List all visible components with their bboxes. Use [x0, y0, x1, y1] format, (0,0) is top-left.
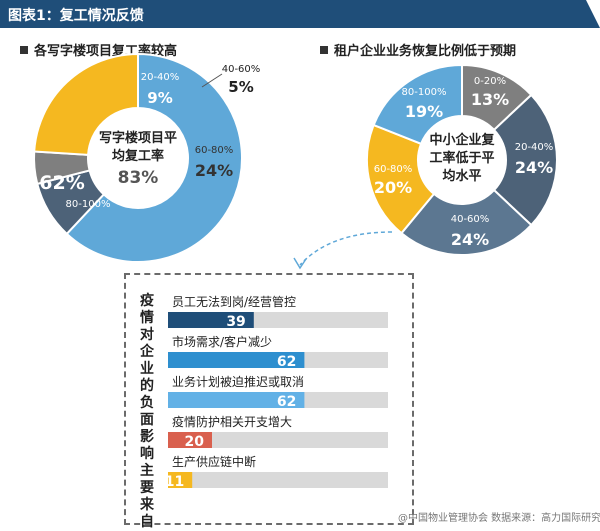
bar-category-label: 员工无法到岗/经营管控: [172, 294, 296, 309]
header-title: 图表1：复工情况反馈: [8, 8, 144, 24]
bar-category-label: 市场需求/客户减少: [172, 334, 272, 349]
left-pie-value-label: 5%: [228, 78, 253, 96]
leader-line: [201, 73, 223, 88]
bar-value-label: 39: [226, 314, 245, 330]
right-pie-value-label: 13%: [471, 90, 509, 109]
header-bar: 图表1：复工情况反馈: [0, 0, 600, 28]
header-corner: [586, 0, 600, 28]
bar-category-label: 生产供应链中断: [172, 454, 256, 469]
bar-value-label: 62: [277, 354, 296, 370]
bar: [168, 312, 254, 328]
right-pie-category-label: 0-20%: [474, 76, 506, 87]
left-pie-center: [89, 109, 187, 207]
right-pie-center-label: 均水平: [442, 168, 481, 184]
bar: [168, 352, 305, 368]
bar-category-label: 疫情防护相关开支增大: [172, 414, 292, 429]
connector-arrow: [299, 231, 393, 266]
bullet-square-icon: [20, 46, 28, 54]
left-pie-value-label: 62%: [39, 172, 84, 194]
left-pie-center-label: 均复工率: [112, 148, 164, 164]
right-pie-category-label: 60-80%: [374, 164, 413, 175]
right-pie-slice: [400, 188, 533, 256]
bar-category-label: 业务计划被迫推迟或取消: [172, 374, 304, 389]
bar-track: [168, 432, 388, 448]
right-pie-value-label: 24%: [451, 230, 489, 249]
right-pie-value-label: 20%: [374, 178, 412, 197]
bar-value-label: 62: [277, 394, 296, 410]
watermark: @中国物业管理协会 数据来源：高力国际研究部: [398, 513, 600, 524]
bar: [168, 432, 212, 448]
left-pie-center-label: 写字楼项目平: [99, 130, 177, 146]
left-pie-category-label: 20-40%: [141, 72, 180, 83]
left-pie-value-label: 24%: [195, 161, 233, 180]
left-pie-category-label: 60-80%: [195, 145, 234, 156]
bar-value-label: 20: [185, 434, 205, 450]
arrow-head-icon: [293, 257, 307, 270]
right-chart-title: 租户企业业务恢复比例低于预期: [320, 40, 516, 59]
bullet-square-icon: [320, 46, 328, 54]
right-pie-value-label: 24%: [515, 158, 553, 177]
right-pie-center-label: 中小企业复: [429, 132, 495, 148]
bar: [168, 392, 305, 408]
right-pie-category-label: 40-60%: [451, 214, 490, 225]
right-pie-slice: [492, 93, 558, 227]
impact-title: 疫情对企业的负面影响主要来自: [140, 293, 154, 530]
right-pie-center-label: 工率低于平: [429, 150, 494, 166]
bar-track: [168, 472, 388, 488]
right-pie-center: [419, 117, 505, 203]
left-pie-value-label: 9%: [147, 89, 172, 107]
left-pie-slice: [33, 52, 139, 156]
left-pie-category-label: 40-60%: [222, 64, 261, 75]
right-pie-category-label: 20-40%: [515, 142, 554, 153]
right-pie-slice: [372, 63, 463, 146]
right-pie-category-label: 80-100%: [402, 87, 447, 98]
impact-box: [124, 273, 414, 525]
right-pie-value-label: 19%: [405, 102, 443, 121]
bar: [168, 472, 193, 488]
left-pie-category-label: 80-100%: [66, 199, 111, 210]
bar-value-label: 11: [165, 474, 184, 490]
left-pie-center-value: 83%: [118, 168, 159, 188]
left-pie-slice: [65, 52, 243, 263]
